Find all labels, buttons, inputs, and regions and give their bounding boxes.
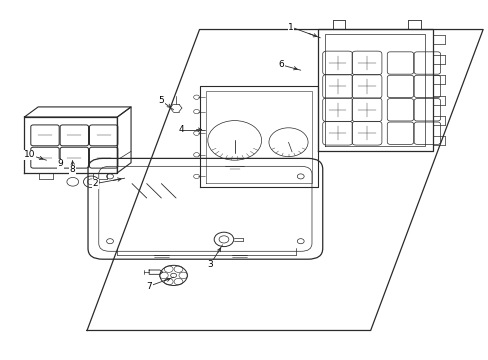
Text: 3: 3 xyxy=(207,260,213,269)
Text: 2: 2 xyxy=(92,179,98,188)
Text: 10: 10 xyxy=(23,150,35,159)
Text: 8: 8 xyxy=(69,165,75,174)
Text: 5: 5 xyxy=(158,96,164,105)
Text: 6: 6 xyxy=(278,60,284,69)
Text: 9: 9 xyxy=(57,159,63,168)
Text: 4: 4 xyxy=(178,125,183,134)
Text: 7: 7 xyxy=(146,282,152,291)
Text: 1: 1 xyxy=(287,22,293,31)
